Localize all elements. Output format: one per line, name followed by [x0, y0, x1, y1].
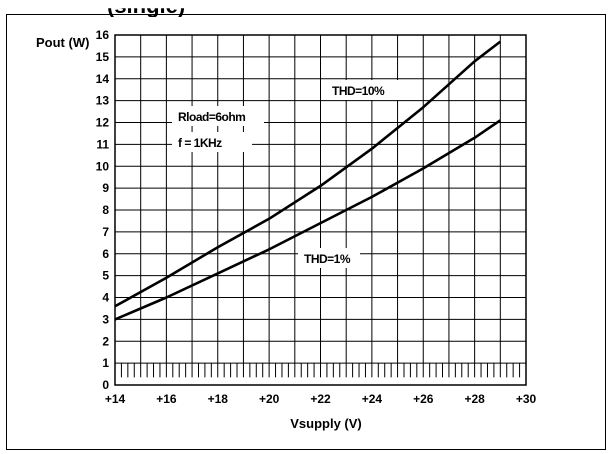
y-tick-label: 10 [96, 159, 110, 173]
y-tick-label: 13 [96, 94, 110, 108]
rload-label-bg [172, 106, 264, 126]
figure-caption-fragment: (single) [107, 0, 186, 18]
y-tick-label: 7 [102, 225, 109, 239]
series-lines [114, 40, 502, 321]
y-tick-label: 16 [96, 28, 110, 42]
x-tick-labels: +14 +16 +18 +20 +22 +24 +26 +28 +30 [105, 392, 537, 406]
chart-frame: (single) [6, 8, 606, 450]
x-tick-label: +18 [208, 392, 229, 406]
thd1-label-bg [298, 248, 360, 268]
series-thd1-line [114, 119, 502, 321]
x-tick-label: +20 [259, 392, 280, 406]
y-tick-label: 1 [102, 356, 109, 370]
y-tick-label: 8 [102, 203, 109, 217]
y-tick-label: 5 [102, 269, 109, 283]
rload-label: Rload=6ohm [178, 110, 245, 124]
y-tick-label: 3 [102, 312, 109, 326]
x-tick-label: +26 [413, 392, 434, 406]
plot-border [114, 34, 527, 386]
y-tick-label: 14 [96, 72, 110, 86]
y-tick-label: 9 [102, 181, 109, 195]
frequency-label-bg [172, 132, 252, 152]
x-axis-title: Vsupply (V) [290, 416, 362, 431]
y-tick-label: 0 [102, 378, 109, 392]
frequency-label: f = 1KHz [178, 136, 222, 150]
x-tick-label: +24 [362, 392, 383, 406]
y-tick-label: 11 [96, 137, 109, 151]
y-tick-label: 12 [96, 116, 110, 130]
y-tick-label: 6 [102, 247, 109, 261]
x-tick-label: +22 [310, 392, 331, 406]
x-tick-label: +16 [156, 392, 177, 406]
x-tick-label: +14 [105, 392, 126, 406]
y-tick-label: 4 [102, 291, 109, 305]
thd10-label-bg [326, 80, 400, 100]
thd10-label: THD=10% [332, 84, 385, 98]
grid-lines [114, 34, 527, 386]
x-tick-label: +28 [464, 392, 485, 406]
y-axis-title: Pout (W) [36, 35, 89, 50]
thd1-label: THD=1% [304, 252, 351, 266]
minor-ticks [114, 363, 527, 378]
series-thd10-line [114, 40, 502, 308]
x-tick-label: +30 [516, 392, 537, 406]
y-tick-label: 15 [96, 50, 110, 64]
y-tick-label: 2 [102, 334, 109, 348]
